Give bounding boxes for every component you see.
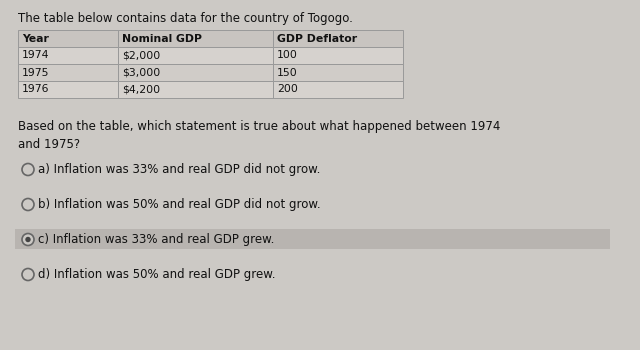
Bar xyxy=(273,30,403,47)
Circle shape xyxy=(22,233,34,245)
Bar xyxy=(118,30,273,47)
Text: 150: 150 xyxy=(277,68,298,77)
Circle shape xyxy=(22,198,34,210)
Bar xyxy=(18,47,118,64)
Text: Year: Year xyxy=(22,34,49,43)
Circle shape xyxy=(26,237,31,242)
Text: The table below contains data for the country of Togogo.: The table below contains data for the co… xyxy=(18,12,353,25)
Bar xyxy=(118,64,273,81)
Bar xyxy=(18,81,118,98)
Text: 100: 100 xyxy=(277,50,298,61)
Bar xyxy=(15,229,610,249)
Text: Nominal GDP: Nominal GDP xyxy=(122,34,202,43)
Text: Based on the table, which statement is true about what happened between 1974
and: Based on the table, which statement is t… xyxy=(18,120,500,151)
Text: a) Inflation was 33% and real GDP did not grow.: a) Inflation was 33% and real GDP did no… xyxy=(38,163,321,176)
Bar xyxy=(18,30,118,47)
Text: 1975: 1975 xyxy=(22,68,49,77)
Circle shape xyxy=(22,163,34,175)
Bar xyxy=(273,81,403,98)
Text: 1976: 1976 xyxy=(22,84,49,94)
Bar xyxy=(18,64,118,81)
Text: 200: 200 xyxy=(277,84,298,94)
Bar xyxy=(118,81,273,98)
Text: c) Inflation was 33% and real GDP grew.: c) Inflation was 33% and real GDP grew. xyxy=(38,233,275,246)
Bar xyxy=(273,64,403,81)
Text: 1974: 1974 xyxy=(22,50,49,61)
Text: $3,000: $3,000 xyxy=(122,68,160,77)
Bar xyxy=(118,47,273,64)
Circle shape xyxy=(22,268,34,280)
Bar xyxy=(273,47,403,64)
Text: d) Inflation was 50% and real GDP grew.: d) Inflation was 50% and real GDP grew. xyxy=(38,268,275,281)
Text: $4,200: $4,200 xyxy=(122,84,160,94)
Text: GDP Deflator: GDP Deflator xyxy=(277,34,357,43)
Text: $2,000: $2,000 xyxy=(122,50,160,61)
Text: b) Inflation was 50% and real GDP did not grow.: b) Inflation was 50% and real GDP did no… xyxy=(38,198,321,211)
